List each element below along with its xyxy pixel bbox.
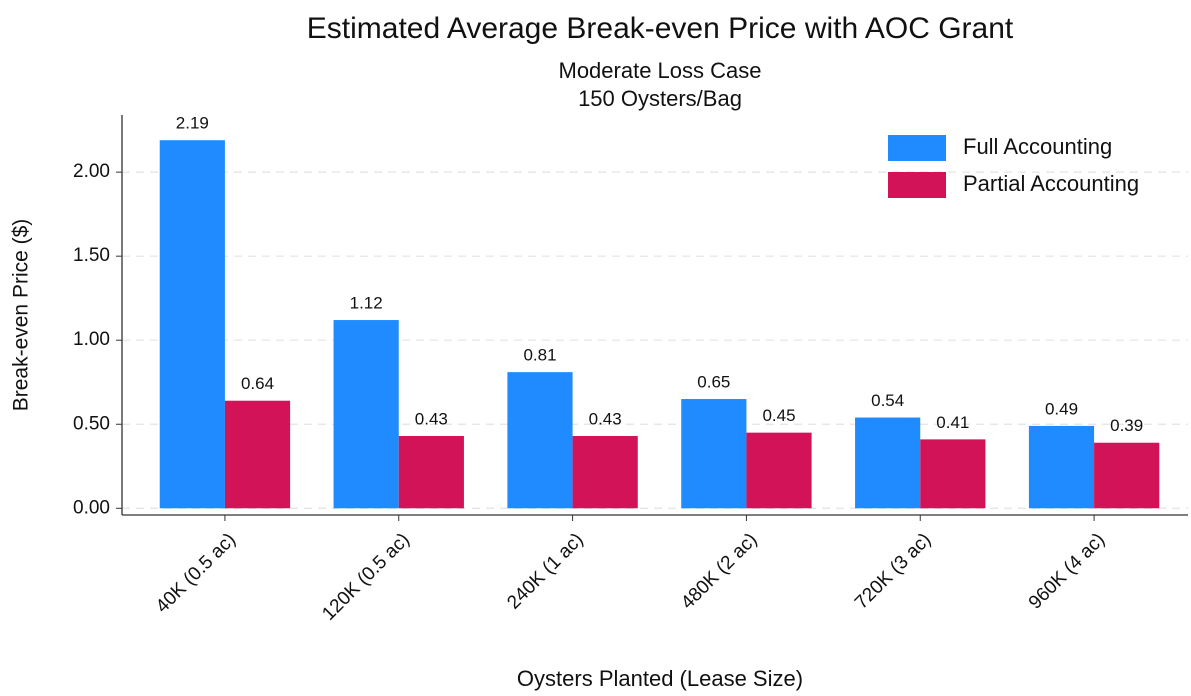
- bar: [920, 439, 986, 509]
- data-label: 1.12: [350, 294, 383, 313]
- chart-subtitle: 150 Oysters/Bag: [578, 86, 742, 111]
- y-axis-title: Break-even Price ($): [10, 219, 33, 412]
- legend-label: Full Accounting: [963, 134, 1112, 159]
- x-tick-label: 40K (0.5 ac): [152, 529, 240, 617]
- chart-subtitle: Moderate Loss Case: [559, 58, 762, 83]
- bar: [507, 372, 573, 509]
- legend-swatch: [888, 135, 946, 161]
- legend-label: Partial Accounting: [963, 171, 1139, 196]
- bar: [746, 432, 812, 509]
- x-tick-label: 960K (4 ac): [1025, 529, 1109, 613]
- x-tick-label: 720K (3 ac): [851, 529, 935, 613]
- bar: [224, 400, 291, 509]
- bar: [1094, 442, 1160, 509]
- data-label: 0.41: [936, 413, 969, 432]
- data-label: 0.65: [697, 373, 730, 392]
- data-label: 0.43: [415, 409, 448, 428]
- y-tick-label: 2.00: [73, 161, 110, 182]
- data-label: 0.54: [871, 391, 904, 410]
- y-tick-label: 1.50: [73, 245, 110, 266]
- data-label: 0.39: [1110, 416, 1143, 435]
- y-tick-label: 0.50: [73, 413, 110, 434]
- x-tick-label: 480K (2 ac): [677, 529, 761, 613]
- data-label: 0.64: [241, 374, 274, 393]
- legend-swatch: [888, 172, 946, 198]
- data-label: 2.19: [176, 114, 209, 133]
- x-axis-title: Oysters Planted (Lease Size): [517, 666, 803, 691]
- x-tick-label: 240K (1 ac): [503, 529, 587, 613]
- chart-title: Estimated Average Break-even Price with …: [307, 12, 1014, 45]
- bar: [398, 436, 464, 509]
- y-tick-label: 1.00: [73, 329, 110, 350]
- bar: [572, 436, 638, 509]
- y-tick-label: 0.00: [73, 497, 110, 518]
- data-label: 0.49: [1045, 399, 1078, 418]
- bar: [159, 140, 225, 509]
- data-label: 0.43: [589, 409, 622, 428]
- data-label: 0.45: [762, 406, 795, 425]
- x-tick-label: 120K (0.5 ac): [318, 529, 414, 625]
- bar: [333, 320, 399, 509]
- bar: [1028, 425, 1095, 509]
- data-label: 0.81: [523, 346, 556, 365]
- bar: [681, 399, 747, 509]
- bar: [855, 417, 921, 509]
